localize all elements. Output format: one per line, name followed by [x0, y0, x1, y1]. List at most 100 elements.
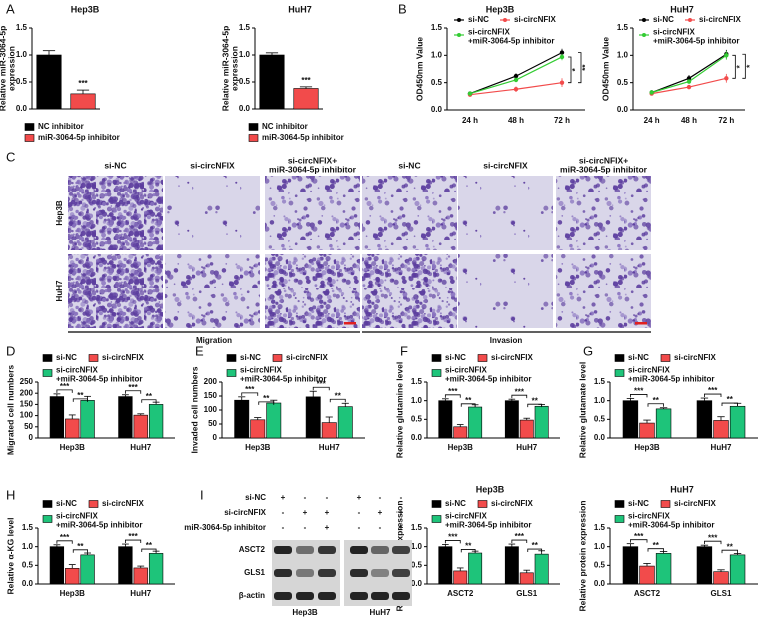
significance-bracket	[704, 540, 722, 545]
bar	[250, 419, 266, 439]
y-axis-label: Relative miR-3064-5pexpression	[0, 26, 17, 112]
significance-bracket	[312, 386, 330, 391]
legend-label: si-circNFIX +miR-3064-5p inhibitor	[56, 366, 142, 384]
x-tick-label: 72 h	[718, 116, 734, 125]
bar	[655, 553, 672, 585]
bar	[148, 553, 164, 585]
legend-swatch	[24, 123, 35, 131]
panel-label: B	[398, 1, 407, 16]
bar	[713, 571, 729, 585]
legend-swatch	[226, 369, 237, 377]
significance-bracket	[258, 401, 275, 405]
bar	[438, 546, 453, 585]
bar	[133, 567, 148, 585]
blot-band	[350, 569, 368, 577]
bar	[729, 405, 746, 439]
legend-label: si-NC	[56, 499, 77, 508]
legend-label: miR-3064-5p inhibitor	[38, 133, 120, 142]
column-header: si-circNFIX+ miR-3064-5p inhibitor	[269, 156, 357, 175]
significance-bracket	[241, 392, 259, 396]
significance-label: *	[745, 64, 754, 68]
significance-label: **	[335, 391, 342, 400]
legend-swatch	[42, 515, 53, 523]
x-tick-label: ASCT2	[634, 589, 661, 598]
legend-label: si-NC	[468, 15, 489, 24]
panel-label: H	[6, 487, 15, 502]
x-tick-label: HuH7	[130, 589, 151, 598]
blot-band	[371, 569, 389, 577]
bar	[118, 396, 133, 439]
y-tick-label: 1.5	[431, 23, 443, 32]
legend-swatch	[477, 354, 488, 362]
legend-label: si-circNFIX	[674, 499, 716, 508]
chart-title: HuH7	[670, 484, 694, 494]
micrograph-stain	[556, 254, 651, 328]
significance-bracket	[568, 56, 572, 84]
bar	[65, 418, 80, 439]
point	[686, 76, 692, 81]
bar	[504, 400, 519, 439]
chart-title: Hep3B	[71, 4, 100, 14]
bar	[729, 554, 746, 585]
legend-label: si-NC	[56, 353, 77, 362]
significance-bracket	[329, 398, 346, 403]
condition-sign: -	[304, 523, 307, 532]
condition-sign: -	[282, 508, 285, 517]
legend-label: si-circNFIX	[674, 353, 716, 362]
micrograph-stain	[458, 176, 553, 250]
bar	[80, 554, 95, 585]
legend-label: si-circNFIX	[102, 499, 144, 508]
legend-label: si-circNFIX	[699, 15, 741, 24]
micrograph-stain	[362, 176, 457, 250]
significance-label: ***	[78, 79, 88, 88]
y-tick-label: 1.0	[411, 542, 423, 551]
micrograph-stain	[458, 254, 553, 328]
blot-band	[318, 569, 336, 577]
significance-label: *	[571, 67, 580, 71]
y-tick-label: 1.0	[239, 50, 251, 59]
y-tick-label: 0.5	[16, 77, 28, 86]
bar	[534, 553, 549, 585]
significance-label: ***	[317, 379, 327, 388]
blot-band	[318, 546, 336, 554]
blot-band	[392, 592, 410, 600]
y-tick-label: 1.0	[16, 50, 28, 59]
condition-sign: +	[303, 508, 308, 517]
legend-label: si-circNFIX +miR-3064-5p inhibitor	[653, 28, 739, 46]
y-axis-label: Relative miR-3064-5pexpression	[221, 26, 240, 112]
x-tick-label: 24 h	[644, 116, 660, 125]
y-tick-label: 0	[29, 433, 34, 442]
point	[559, 50, 565, 55]
bar	[259, 54, 285, 110]
point	[513, 77, 519, 83]
blot-band	[350, 592, 368, 600]
y-tick-label: 0.5	[239, 77, 251, 86]
condition-sign: -	[304, 493, 307, 502]
legend-swatch	[42, 500, 53, 508]
bar	[696, 400, 713, 439]
blot-band	[350, 546, 368, 554]
bar	[70, 93, 96, 110]
chart-title: HuH7	[288, 4, 312, 14]
bar	[504, 546, 519, 585]
y-tick-label: 50	[24, 422, 33, 431]
legend-label: si-circNFIX	[491, 499, 533, 508]
bar	[622, 546, 639, 585]
significance-label: **	[727, 395, 734, 404]
significance-bracket	[460, 549, 476, 553]
bar	[468, 406, 483, 439]
bar	[133, 414, 148, 439]
legend-swatch	[660, 354, 671, 362]
point	[649, 90, 654, 95]
x-tick-label: HuH7	[516, 443, 537, 452]
legend-label: si-NC	[240, 353, 261, 362]
bar	[519, 572, 534, 585]
bar	[305, 396, 321, 439]
y-tick-label: 1.0	[594, 396, 606, 405]
condition-sign: -	[282, 523, 285, 532]
x-tick-label: 48 h	[681, 116, 697, 125]
significance-label: ***	[60, 533, 70, 542]
y-tick-label: 0.0	[431, 105, 443, 114]
condition-label: si-NC	[245, 493, 266, 502]
significance-label: **	[146, 541, 153, 550]
